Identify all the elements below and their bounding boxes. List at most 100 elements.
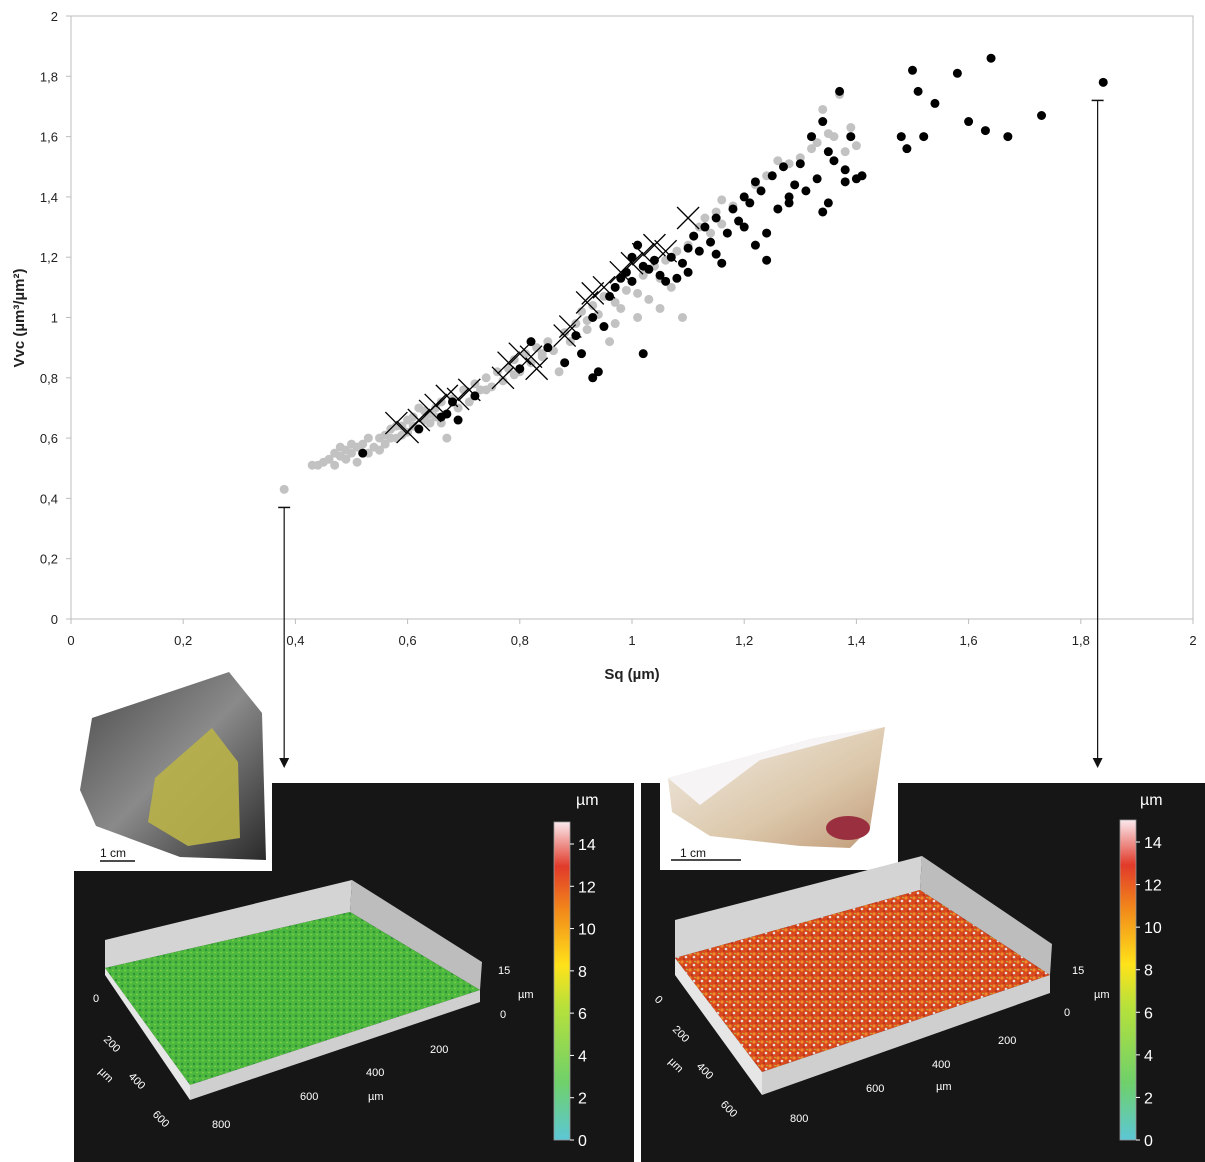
- data-point: [599, 322, 609, 332]
- data-point: [464, 397, 474, 407]
- data-point: [683, 243, 693, 253]
- y-axis-ticks: 0 0,2 0,4 0,6 0,8 1 1,2 1,4 1,6 1,8 2: [40, 9, 71, 627]
- y-tick-label: 0,4: [40, 491, 58, 506]
- data-point: [773, 156, 783, 166]
- data-point: [352, 457, 362, 467]
- data-point: [481, 373, 491, 383]
- series-2: [384, 206, 700, 444]
- y-tick-label: 2: [51, 9, 58, 24]
- data-point: [571, 331, 581, 341]
- y-axis-title: Vvc (µm³/µm²): [11, 269, 28, 368]
- data-point: [964, 117, 974, 127]
- data-point: [672, 273, 682, 283]
- y-tick-label: 1,2: [40, 250, 58, 265]
- scale-bar-label: 1 cm: [680, 846, 706, 860]
- data-point: [537, 352, 547, 362]
- data-point: [330, 460, 340, 470]
- data-point: [812, 174, 822, 184]
- data-point: [610, 297, 620, 307]
- x-tick-label: 0,4: [286, 633, 304, 648]
- data-point: [840, 165, 850, 175]
- data-point: [588, 373, 598, 383]
- axis-tick: 600: [866, 1083, 884, 1095]
- data-point: [577, 306, 587, 316]
- data-point: [734, 216, 744, 226]
- data-point: [638, 349, 648, 359]
- data-point: [582, 325, 592, 335]
- x-tick-label: 0: [67, 633, 74, 648]
- data-point-x: [491, 366, 515, 390]
- data-point: [683, 267, 693, 277]
- data-point: [543, 343, 553, 353]
- data-point: [498, 376, 508, 386]
- data-point: [442, 409, 452, 419]
- data-point: [627, 252, 637, 262]
- axis-tick: 800: [790, 1113, 808, 1125]
- axis-unit: µm: [936, 1081, 952, 1093]
- colorbar-tick-label: 14: [578, 837, 596, 854]
- data-point-x: [497, 351, 521, 375]
- data-point: [605, 337, 615, 347]
- data-point: [829, 132, 839, 142]
- data-point: [633, 313, 643, 322]
- flint-red-spot: [826, 816, 870, 840]
- data-point: [677, 258, 687, 268]
- y-tick-label: 1,8: [40, 69, 58, 84]
- scale-bar-label: 1 cm: [100, 846, 126, 860]
- colorbar-tick-label: 12: [1144, 878, 1162, 895]
- data-point: [930, 98, 940, 108]
- x-axis-ticks: 0 0,2 0,4 0,6 0,8 1 1,2 1,4 1,6 1,8 2: [67, 619, 1197, 648]
- data-point: [846, 123, 856, 133]
- data-point-x: [446, 387, 470, 411]
- y-tick-label: 0,2: [40, 552, 58, 567]
- surface-front-left: [105, 968, 190, 1100]
- data-point-x: [457, 378, 481, 402]
- surface-front-right: [190, 990, 480, 1100]
- data-point: [677, 313, 687, 322]
- data-point: [908, 65, 917, 75]
- data-point: [762, 255, 772, 265]
- arrowhead: [279, 758, 290, 768]
- data-point: [807, 132, 817, 142]
- data-point: [795, 159, 805, 169]
- data-point: [717, 195, 727, 205]
- x-tick-label: 1: [628, 633, 635, 648]
- y-tick-label: 0: [51, 612, 58, 627]
- data-point: [778, 162, 788, 172]
- colorbar-tick-label: 0: [578, 1133, 587, 1150]
- data-point: [913, 86, 923, 96]
- data-point: [504, 364, 514, 374]
- data-point: [347, 448, 356, 458]
- data-point: [414, 424, 424, 434]
- data-point: [481, 385, 491, 395]
- data-point: [711, 249, 721, 259]
- flint-cortex-patch: [148, 728, 240, 846]
- colorbar-tick-label: 6: [578, 1006, 587, 1023]
- colorbar-tick-label: 0: [1144, 1133, 1153, 1150]
- data-point: [851, 141, 861, 151]
- colorbar-left: [553, 821, 571, 1141]
- range-pointer-1: [1091, 99, 1104, 768]
- colorbar-unit: µm: [1140, 792, 1163, 809]
- data-point: [324, 454, 334, 464]
- axis-tick: 400: [932, 1059, 950, 1071]
- surface-backwall-left: [105, 880, 352, 968]
- surface-backwall-right: [675, 856, 922, 958]
- axis-unit: µm: [368, 1091, 384, 1103]
- data-point: [616, 303, 626, 313]
- colorbar-tick-label: 2: [1144, 1090, 1153, 1107]
- data-point-x: [407, 408, 431, 432]
- data-point: [711, 213, 721, 223]
- data-point: [767, 171, 777, 181]
- data-point: [773, 204, 783, 214]
- plot-frame: [70, 15, 1194, 620]
- series-0: [279, 89, 861, 494]
- range-pointers: [278, 99, 1104, 768]
- axis-tick: 15: [498, 965, 510, 977]
- data-point: [621, 285, 631, 295]
- data-point: [902, 144, 912, 154]
- colorbar-tick-label: 10: [578, 922, 596, 939]
- data-point: [1037, 110, 1047, 120]
- y-tick-label: 1,4: [40, 190, 58, 205]
- data-point: [835, 86, 845, 96]
